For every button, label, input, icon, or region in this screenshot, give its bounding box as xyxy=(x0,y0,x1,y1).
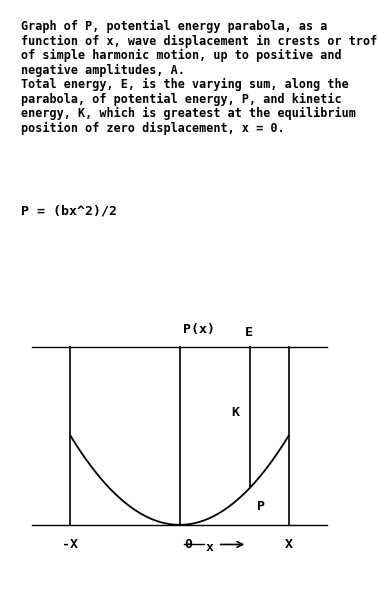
Text: function of x, wave displacement in crests or trofs,: function of x, wave displacement in cres… xyxy=(21,34,378,48)
Text: x: x xyxy=(206,541,214,554)
Text: negative amplitudes, A.: negative amplitudes, A. xyxy=(21,63,185,77)
Text: P = (bx^2)/2: P = (bx^2)/2 xyxy=(21,205,117,218)
Text: of simple harmonic motion, up to positive and: of simple harmonic motion, up to positiv… xyxy=(21,49,341,62)
Text: Total energy, E, is the varying sum, along the: Total energy, E, is the varying sum, alo… xyxy=(21,78,349,91)
Text: K: K xyxy=(231,406,239,419)
Text: position of zero displacement, x = 0.: position of zero displacement, x = 0. xyxy=(21,122,284,134)
Text: -X: -X xyxy=(62,538,78,551)
Text: P: P xyxy=(257,500,265,513)
Text: E: E xyxy=(245,327,253,340)
Text: X: X xyxy=(285,538,293,551)
Text: P(x): P(x) xyxy=(183,323,215,336)
Text: energy, K, which is greatest at the equilibrium: energy, K, which is greatest at the equi… xyxy=(21,107,356,120)
Text: Graph of P, potential energy parabola, as a: Graph of P, potential energy parabola, a… xyxy=(21,20,327,33)
Text: parabola, of potential energy, P, and kinetic: parabola, of potential energy, P, and ki… xyxy=(21,93,341,106)
Text: 0: 0 xyxy=(184,538,192,551)
